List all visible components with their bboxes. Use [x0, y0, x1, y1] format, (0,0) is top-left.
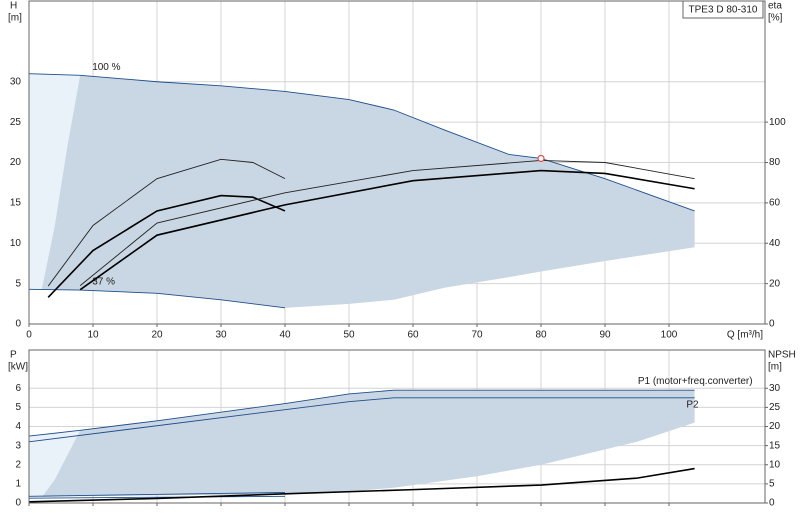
y-tick-label: 0 — [15, 498, 21, 509]
y2-tick-label: 0 — [769, 498, 775, 509]
x-tick-label: 20 — [151, 330, 163, 341]
y2-tick-label: 25 — [769, 402, 781, 413]
y2-tick-label: 40 — [769, 238, 781, 249]
curve-label: P1 (motor+freq.converter) — [638, 376, 753, 387]
chart-title: TPE3 D 80-310 — [689, 5, 758, 16]
y2-tick-label: 60 — [769, 198, 781, 209]
y2-tick-label: 15 — [769, 440, 781, 451]
plot-frame — [28, 349, 766, 504]
y-axis-unit: [kW] — [8, 362, 28, 373]
x-axis-label: Q [m³/h] — [727, 330, 763, 341]
curve-label: 37 % — [92, 277, 115, 288]
curve — [79, 169, 695, 291]
y-tick-label: 4 — [15, 421, 21, 432]
curve — [28, 73, 695, 212]
y-tick-label: 0 — [15, 319, 21, 330]
x-tick-label: 30 — [215, 330, 227, 341]
y2-tick-label: 0 — [769, 319, 775, 330]
x-tick-label: 0 — [26, 330, 32, 341]
curve-label: P2 — [686, 399, 699, 410]
y-tick-label: 3 — [15, 440, 21, 451]
x-tick-label: 70 — [471, 330, 483, 341]
curve-label: 100 % — [92, 62, 120, 73]
y-axis-label: P — [10, 350, 17, 361]
x-tick-label: 10 — [87, 330, 99, 341]
y-tick-label: 2 — [15, 459, 21, 470]
y2-tick-label: 5 — [769, 479, 775, 490]
title-box — [682, 0, 764, 19]
curve — [79, 160, 695, 286]
y2-tick-label: 80 — [769, 157, 781, 168]
curve — [28, 389, 695, 437]
operating-area — [29, 73, 81, 290]
curve — [28, 495, 286, 499]
duty-point — [537, 154, 545, 163]
y2-tick-label: 20 — [769, 278, 781, 289]
y-tick-label: 25 — [10, 117, 22, 128]
y-tick-label: 15 — [10, 198, 22, 209]
plot-frame — [28, 0, 766, 325]
y-tick-label: 6 — [15, 383, 21, 394]
curve — [47, 158, 286, 287]
y-tick-label: 5 — [15, 278, 21, 289]
y-axis-unit: [m] — [8, 13, 22, 24]
y2-axis-label: eta — [768, 1, 782, 12]
y-tick-label: 30 — [10, 76, 22, 87]
y-tick-label: 10 — [10, 238, 22, 249]
x-tick-label: 80 — [535, 330, 547, 341]
y2-tick-label: 10 — [769, 459, 781, 470]
y2-axis-unit: [m] — [768, 362, 782, 373]
x-tick-label: 100 — [661, 330, 678, 341]
x-tick-label: 90 — [599, 330, 611, 341]
curve — [28, 288, 286, 309]
curve — [28, 397, 695, 443]
operating-area — [29, 430, 81, 498]
y2-axis-unit: [%] — [768, 13, 783, 24]
curve — [28, 492, 286, 497]
y-tick-label: 20 — [10, 157, 22, 168]
x-tick-label: 60 — [407, 330, 419, 341]
y2-tick-label: 20 — [769, 421, 781, 432]
y-tick-label: 5 — [15, 402, 21, 413]
y2-axis-label: NPSH — [768, 350, 796, 361]
y2-tick-label: 100 — [769, 117, 786, 128]
x-tick-label: 40 — [279, 330, 291, 341]
y-axis-label: H — [10, 1, 17, 12]
x-tick-label: 50 — [343, 330, 355, 341]
curve — [28, 467, 695, 503]
operating-area — [29, 390, 695, 498]
y2-tick-label: 30 — [769, 383, 781, 394]
y-tick-label: 1 — [15, 479, 21, 490]
